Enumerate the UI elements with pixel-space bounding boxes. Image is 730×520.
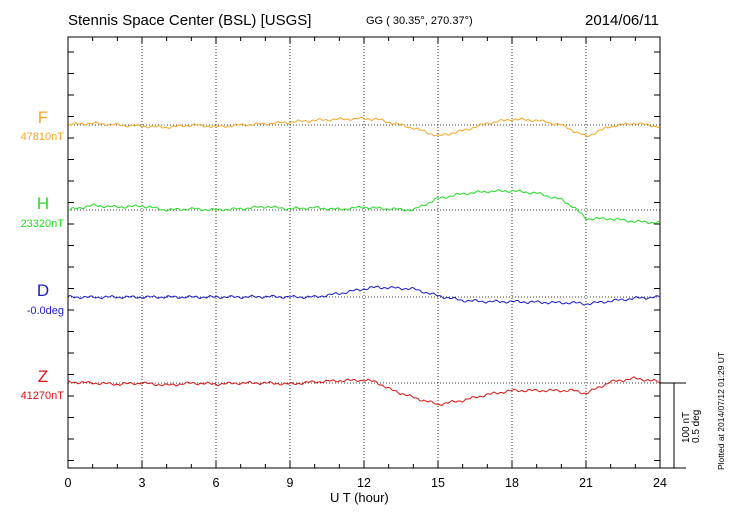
x-tick-label: 9	[286, 476, 294, 490]
axis-ticks	[67, 37, 661, 468]
x-tick-label: 21	[579, 476, 593, 490]
channel-baseline-d: -0.0deg	[26, 305, 64, 317]
scale-bar	[660, 382, 686, 469]
station-title: Stennis Space Center (BSL) [USGS]	[68, 12, 312, 29]
x-tick-label: 15	[431, 476, 445, 490]
grid-lines	[141, 37, 587, 468]
series-line-f	[67, 116, 661, 138]
series-line-d	[67, 285, 661, 306]
channel-baseline-f: 47810nT	[20, 131, 64, 143]
series-lines	[67, 116, 661, 406]
plotted-timestamp: Plotted at 2014/07/12 01:29 UT	[716, 351, 726, 470]
channel-label-d: D	[36, 281, 50, 300]
channel-label-h: H	[36, 194, 50, 213]
x-tick-label: 18	[505, 476, 519, 490]
x-tick-label: 12	[357, 476, 371, 490]
scale-label-deg: 0.5 deg	[691, 409, 702, 443]
series-line-z	[67, 376, 661, 406]
channel-baseline-z: 41270nT	[20, 390, 64, 402]
date-label: 2014/06/11	[585, 12, 659, 29]
x-tick-label: 3	[138, 476, 146, 490]
x-tick-label: 6	[212, 476, 220, 490]
coordinates-label: GG ( 30.35°, 270.37°)	[366, 15, 473, 27]
series-line-h	[67, 189, 661, 225]
channel-label-f: F	[37, 108, 49, 127]
x-axis-label: U T (hour)	[330, 490, 389, 505]
x-tick-label: 24	[653, 476, 667, 490]
x-tick-label: 0	[64, 476, 72, 490]
channel-baseline-h: 23320nT	[20, 218, 64, 230]
channel-label-z: Z	[37, 367, 49, 386]
